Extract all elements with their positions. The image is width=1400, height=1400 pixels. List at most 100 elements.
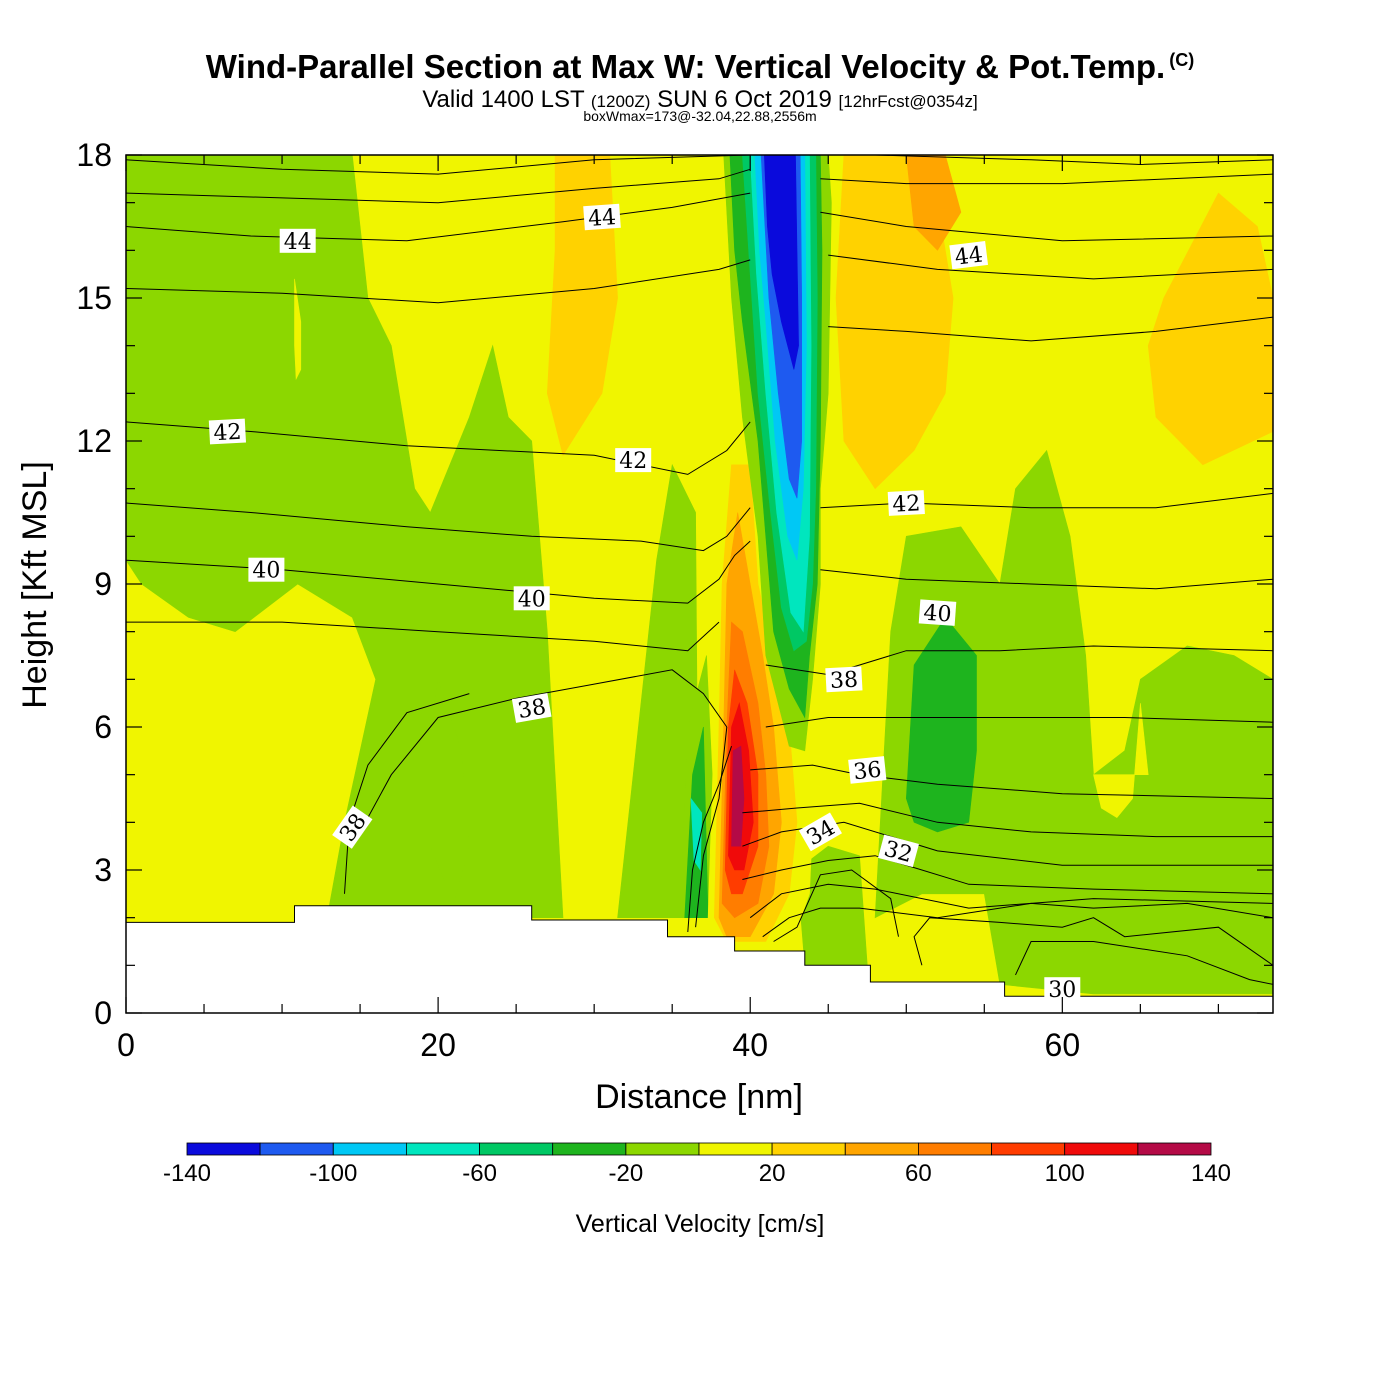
theta-contour-line [126,502,751,552]
contour-label-40: 40 [918,599,957,628]
colorbar-tick-label: 100 [1045,1160,1085,1187]
theta-contour-line [1015,941,1273,985]
colorbar-tick-label: 60 [905,1160,932,1187]
colorbar-swatch [1064,1142,1139,1156]
axes: 0 20 40 60 0 36 9 12 15 18 [76,137,1273,1063]
theta-contour-line [820,211,1273,242]
theta-contour-line [126,155,751,175]
colorbar-swatch [405,1142,480,1156]
contour-label-text: 40 [923,601,953,628]
theta-contour-line [695,726,728,928]
vertical-velocity-fill [126,155,1273,1013]
chart-subtitle: Valid 1400 LST (1200Z) SUN 6 Oct 2019 [1… [422,86,978,113]
x-tick-label: 20 [420,1027,456,1063]
theta-contour-line [126,621,720,652]
colorbar-swatch [186,1142,261,1156]
theta-contour-line [126,192,751,242]
contour-label-44: 44 [949,240,989,271]
theta-contour-line [749,883,1273,919]
theta-contour-line [126,259,751,304]
w-fill-yellow-streak [294,278,302,381]
theta-contour-line [126,421,751,475]
terrain-mask [126,905,1273,1013]
theta-contour-line [828,254,1273,280]
w-fill-orange-top-c [905,155,962,251]
theta-contour-line [126,540,751,604]
x-tick-label: 60 [1045,1027,1081,1063]
colorbar-swatch [259,1142,334,1156]
y-tick-label: 12 [76,423,112,459]
colorbar-tick-label: -140 [163,1160,211,1187]
theta-contour-line [820,173,1273,185]
w-fill-downdraft-core [763,155,799,370]
theta-contour-line [750,764,1273,799]
w-fill-updraft-core [731,745,745,847]
theta-contour-line [765,717,1273,728]
contour-label-38: 38 [825,666,863,694]
contour-label-text: 42 [213,420,242,446]
colorbar-swatch [552,1142,627,1156]
theta-contour-line [742,855,1273,895]
contour-label-text: 36 [852,757,882,785]
contour-label-42: 42 [208,418,247,446]
contour-label-38: 38 [511,692,552,724]
y-tick-label: 6 [94,709,112,745]
theta-contours [126,155,1273,985]
colorbar-swatch [625,1142,700,1156]
colorbar-swatch [698,1142,773,1156]
contour-label-text: 38 [829,668,858,694]
y-tick-label: 0 [94,995,112,1031]
theta-contour-line [765,645,1273,676]
y-tick-label: 9 [94,566,112,602]
contour-label-text: 44 [284,230,312,255]
theta-contour-line [820,569,1273,590]
theta-contour-line [913,917,1273,966]
theta-contour-line [351,669,728,847]
y-axis-title: Height [Kft MSL] [16,461,54,709]
x-axis-title: Distance [nm] [595,1078,803,1116]
contour-label-44: 44 [279,228,316,255]
colorbar-tick-label: 140 [1191,1160,1231,1187]
colorbar-tick-label: -20 [609,1160,644,1187]
contour-label-text: 42 [619,449,647,474]
contour-label-42: 42 [887,490,925,518]
contour-label-44: 44 [583,203,621,232]
colorbar-swatch [771,1142,846,1156]
contour-label-42: 42 [615,448,652,474]
chart-box-info: boxWmax=173@-32.04,22.88,2556m [583,108,817,124]
w-fill-cyan-low [690,797,703,871]
theta-contour-line [687,745,732,933]
theta-contour-line [126,168,751,204]
y-tick-label: 15 [76,280,112,316]
w-fill-yellow-right-gap [1093,703,1149,818]
theta-contour-line [828,316,1273,342]
contour-label-text: 40 [518,587,546,612]
colorbar-tick-label: 20 [759,1160,786,1187]
colorbar-swatch [844,1142,919,1156]
colorbar: -140 -100 -60 -20 20 60 100 140 [163,1142,1231,1187]
contour-label-40: 40 [248,557,285,584]
terrain-fill [126,905,1273,1013]
colorbar-swatch [991,1142,1066,1156]
copyright-mark: (C) [1169,50,1195,70]
contour-label-36: 36 [848,756,887,785]
contour-label-text: 44 [953,242,984,270]
colorbar-swatch [1137,1142,1212,1156]
x-tick-label: 40 [732,1027,768,1063]
contour-label-40: 40 [513,586,550,612]
contour-label-text: 42 [892,491,921,517]
contour-label-text: 40 [252,559,280,584]
contour-label-text: 44 [587,205,617,232]
colorbar-tick-label: -100 [309,1160,357,1187]
theta-contour-line [762,902,1273,938]
theta-contour-line [742,802,1273,838]
colorbar-tick-label: -60 [462,1160,497,1187]
theta-contour-line [773,869,899,942]
w-fill-orange-top-a [546,155,618,457]
chart-title: Wind-Parallel Section at Max W: Vertical… [205,48,1195,85]
x-tick-label: 0 [117,1027,135,1063]
colorbar-swatch [479,1142,554,1156]
y-tick-label: 18 [76,137,112,173]
